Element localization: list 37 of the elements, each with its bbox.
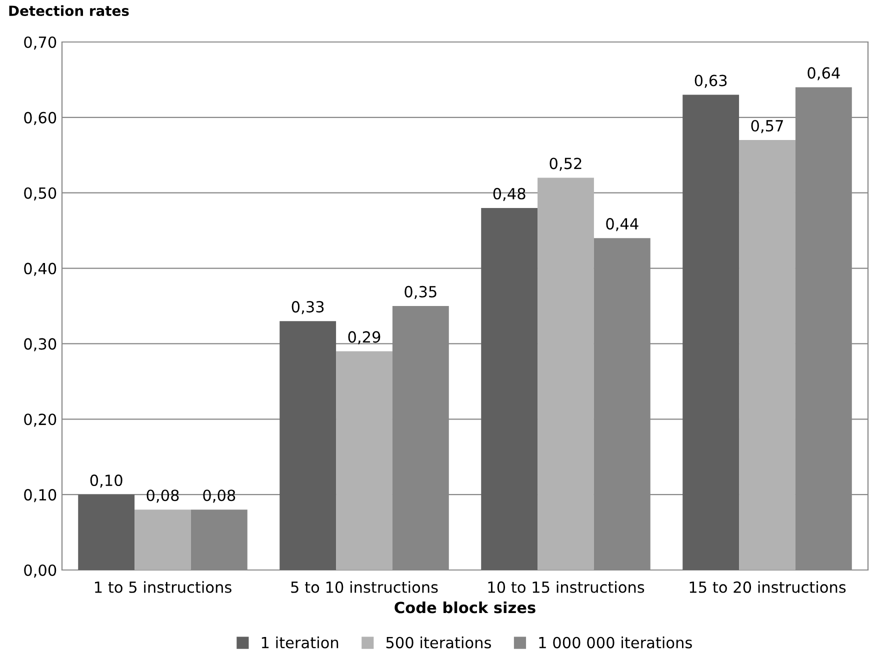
x-tick-label: 1 to 5 instructions xyxy=(95,581,232,593)
bar xyxy=(280,321,336,570)
data-label: 0,08 xyxy=(203,490,236,503)
bar xyxy=(78,494,135,570)
x-tick-label: 15 to 20 instructions xyxy=(690,581,846,593)
bar xyxy=(134,510,191,570)
y-tick-label: 0,50 xyxy=(24,187,56,200)
legend-label: 500 iterations xyxy=(386,636,491,648)
bar xyxy=(538,178,594,570)
data-label: 0,52 xyxy=(550,158,582,171)
data-label: 0,63 xyxy=(694,74,727,88)
data-label: 0,64 xyxy=(808,67,840,80)
data-label: 0,57 xyxy=(751,120,783,134)
y-tick-label: 0,40 xyxy=(24,262,56,276)
bar xyxy=(682,94,740,570)
data-label: 0,48 xyxy=(493,188,526,201)
bar xyxy=(739,140,796,570)
data-label: 0,44 xyxy=(606,218,638,232)
y-tick-label: 0,70 xyxy=(24,36,56,50)
bar xyxy=(481,208,538,570)
legend-label: 1 000 000 iterations xyxy=(539,636,692,648)
y-tick-label: 0,60 xyxy=(24,112,56,126)
data-label: 0,10 xyxy=(90,474,122,488)
x-tick-label: 5 to 10 instructions xyxy=(291,581,438,593)
y-axis-title: Detection rates xyxy=(9,5,129,16)
data-label: 0,08 xyxy=(146,490,179,503)
legend-label: 1 iteration xyxy=(262,636,338,648)
x-tick-label: 10 to 15 instructions xyxy=(488,581,644,593)
bar xyxy=(336,351,392,570)
y-tick-label: 0,00 xyxy=(24,564,56,578)
data-label: 0,29 xyxy=(348,331,380,344)
x-axis-title: Code block sizes xyxy=(394,601,536,614)
y-tick-label: 0,10 xyxy=(24,489,56,502)
data-label: 0,33 xyxy=(292,301,324,314)
y-tick-label: 0,20 xyxy=(24,414,56,427)
y-tick-label: 0,30 xyxy=(24,338,56,352)
data-label: 0,35 xyxy=(404,286,436,300)
